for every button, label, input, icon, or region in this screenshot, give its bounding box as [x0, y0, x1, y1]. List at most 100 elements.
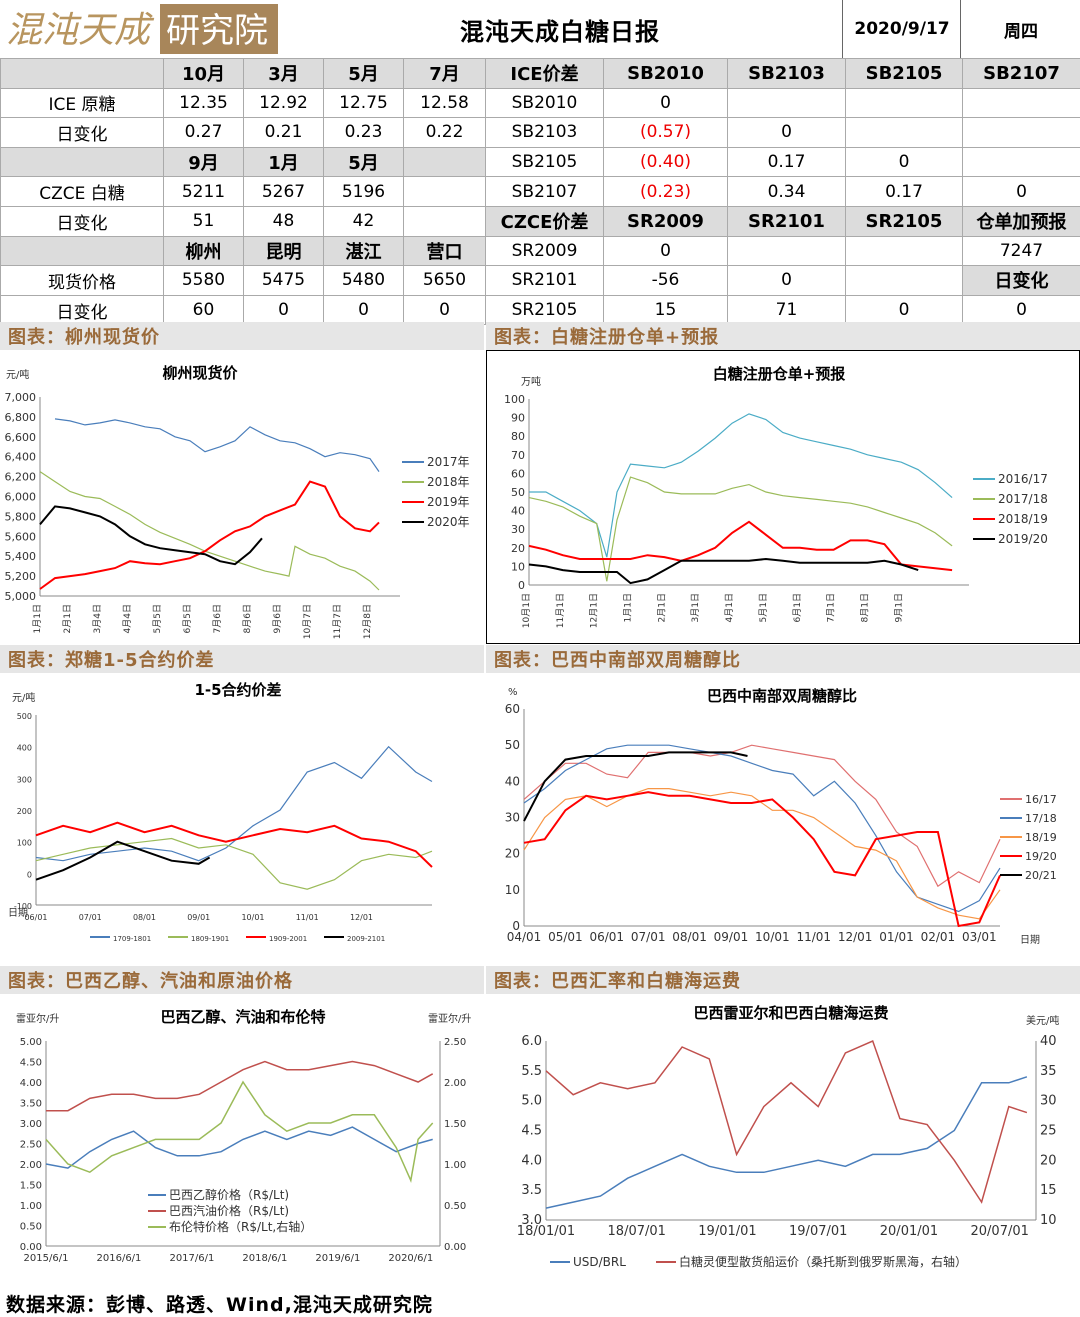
- section-title-sugarmix: 图表：巴西中南部双周糖醇比: [486, 645, 1080, 673]
- table-cell: ICE 原糖: [1, 88, 164, 118]
- table-cell: SB2105: [846, 59, 963, 89]
- report-date: 2020/9/17: [842, 0, 961, 58]
- series-line: [46, 1062, 433, 1111]
- x-tick-label: 1月1日: [623, 593, 634, 622]
- x-tick-label: 10/01: [241, 913, 264, 922]
- x-tick-label: 02/01: [921, 930, 956, 944]
- y-tick-label-right: 35: [1040, 1064, 1057, 1079]
- y-tick-label: 0.50: [20, 1222, 42, 1233]
- x-tick-label: 20/07/01: [971, 1224, 1029, 1239]
- y-tick-label-right: 0.50: [444, 1201, 466, 1212]
- table-cell: 0: [846, 295, 963, 325]
- table-cell: [846, 88, 963, 118]
- table-cell: ICE价差: [486, 59, 604, 89]
- table-cell: 0.23: [324, 118, 404, 148]
- table-cell: 5月: [324, 59, 404, 89]
- legend-label: 巴西汽油价格（R$/Lt): [169, 1203, 289, 1218]
- table-cell: [846, 266, 963, 296]
- y-tick-label: 40: [511, 505, 525, 518]
- y-tick-label-right: 2.50: [444, 1037, 466, 1048]
- table-cell: SB2107: [486, 177, 604, 207]
- x-tick-label: 03/01: [962, 930, 997, 944]
- table-cell: 12.35: [164, 88, 244, 118]
- y-tick-label: 50: [505, 738, 520, 752]
- table-cell: 48: [244, 206, 324, 236]
- legend-label: 2020年: [427, 515, 470, 529]
- y-tick-label: 10: [511, 560, 525, 573]
- table-cell: 0: [846, 147, 963, 177]
- table-cell: 5月: [324, 147, 404, 177]
- section-title-warrants: 图表：白糖注册仓单+预报: [486, 322, 1080, 350]
- x-tick-label: 08/01: [133, 913, 156, 922]
- legend-label: 2009-2101: [347, 935, 385, 943]
- x-tick-label: 06/01: [24, 913, 47, 922]
- svg-text:混沌天成: 混沌天成: [6, 10, 155, 51]
- x-tick-label: 8月6日: [242, 604, 253, 633]
- table-cell: [728, 88, 846, 118]
- legend-label: 2019/20: [998, 532, 1048, 546]
- table-cell: 0: [324, 295, 404, 325]
- y-tick-label: 100: [504, 393, 525, 406]
- y-tick-label: 1.50: [20, 1181, 42, 1192]
- table-cell: [846, 236, 963, 266]
- y-tick-label: 500: [17, 712, 32, 721]
- y-tick-label: 7,000: [5, 391, 37, 404]
- x-tick-label: 5月1日: [758, 593, 769, 622]
- x-tick-label: 12/01: [350, 913, 373, 922]
- x-tick-label: 4月1日: [724, 593, 735, 622]
- table-cell: [404, 206, 486, 236]
- table-cell: CZCE价差: [486, 206, 604, 236]
- legend-label: 1809-1901: [191, 935, 229, 943]
- y-tick-label: 5.0: [521, 1094, 542, 1109]
- x-tick-label: 2月1日: [656, 593, 667, 622]
- y-tick-label: 30: [505, 811, 520, 825]
- y-tick-label: 5.00: [20, 1037, 42, 1048]
- table-cell: SR2009: [486, 236, 604, 266]
- series-line: [55, 419, 379, 472]
- table-cell: [1, 59, 164, 89]
- chart-title: 巴西乙醇、汽油和布伦特: [160, 1008, 325, 1026]
- table-cell: 0: [404, 295, 486, 325]
- table-cell: SB2103: [728, 59, 846, 89]
- table-cell: -56: [604, 266, 728, 296]
- y-tick-label: 100: [17, 839, 32, 848]
- y-axis-label-right: 美元/吨: [1026, 1014, 1059, 1027]
- y-tick-label: 20: [511, 542, 525, 555]
- y-tick-label: 60: [511, 467, 525, 480]
- y-tick-label: 5.5: [521, 1064, 542, 1079]
- legend-label: USD/BRL: [573, 1255, 626, 1269]
- chart-title: 巴西雷亚尔和巴西白糖海运费: [693, 1004, 888, 1022]
- y-tick-label: 6.0: [521, 1034, 542, 1049]
- logo-mark: 混沌天成 研究院: [0, 0, 280, 58]
- data-source-footer: 数据来源：彭博、路透、Wind,混沌天成研究院: [0, 1290, 1080, 1316]
- x-tick-label: 6月1日: [792, 593, 803, 622]
- legend-label: 18/19: [1025, 831, 1057, 844]
- x-tick-label: 5月5日: [152, 604, 163, 633]
- y-tick-label: 0.00: [20, 1242, 42, 1253]
- table-cell: 5650: [404, 266, 486, 296]
- table-cell: 12.58: [404, 88, 486, 118]
- y-tick-label-right: 1.50: [444, 1119, 466, 1130]
- y-tick-label: 50: [511, 486, 525, 499]
- series-line: [36, 839, 432, 890]
- y-tick-label: 5,600: [5, 530, 37, 543]
- table-cell: (0.40): [604, 147, 728, 177]
- table-cell: 9月: [164, 147, 244, 177]
- table-cell: SB2103: [486, 118, 604, 148]
- x-tick-label: 2016/6/1: [97, 1253, 142, 1264]
- table-cell: [1, 147, 164, 177]
- legend-label: 白糖灵便型散货船运价（桑托斯到俄罗斯黑海，右轴）: [679, 1254, 967, 1269]
- x-tick-label: 09/01: [187, 913, 210, 922]
- y-tick-label: 30: [511, 523, 525, 536]
- table-cell: SB2010: [486, 88, 604, 118]
- table-cell: 现货价格: [1, 266, 164, 296]
- y-tick-label: 2.00: [20, 1160, 42, 1171]
- table-cell: 0: [604, 88, 728, 118]
- report-title: 混沌天成白糖日报: [280, 0, 840, 58]
- x-tick-label: 2018/6/1: [242, 1253, 287, 1264]
- fuel-chart: 巴西乙醇、汽油和布伦特雷亚尔/升雷亚尔/升0.000.501.001.502.0…: [0, 994, 484, 1288]
